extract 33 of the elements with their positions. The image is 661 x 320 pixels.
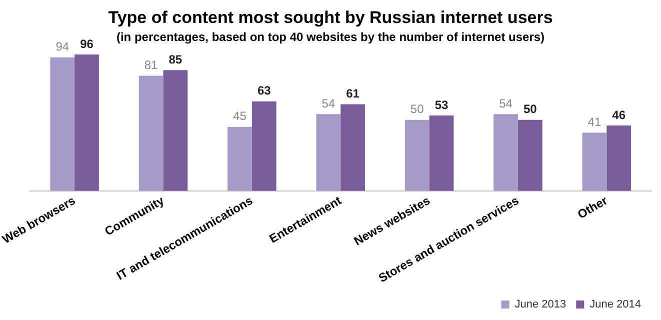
bar [138, 76, 164, 191]
data-label: 94 [56, 40, 70, 54]
bar [252, 101, 276, 191]
bar [429, 116, 454, 191]
data-label: 41 [588, 114, 602, 129]
data-label: 54 [499, 96, 513, 110]
data-label: 54 [322, 96, 336, 110]
data-label: 61 [346, 86, 360, 101]
bar [582, 132, 607, 191]
data-label: 45 [233, 109, 247, 124]
data-label: 85 [168, 52, 182, 66]
x-tick-label: Other [575, 193, 610, 222]
bar [50, 57, 75, 191]
bar [74, 54, 99, 191]
data-label: 63 [257, 84, 272, 98]
data-label: 81 [144, 58, 158, 72]
bar [518, 120, 542, 191]
bar [606, 125, 632, 191]
data-label: 50 [410, 102, 424, 116]
bar [340, 104, 365, 191]
data-label: 53 [434, 98, 448, 112]
chart-title: Type of content most sought by Russian internet users [108, 8, 553, 27]
bar [494, 114, 518, 191]
bar [163, 70, 188, 191]
bar [316, 114, 341, 191]
data-label: 46 [612, 108, 626, 122]
data-label: 96 [80, 36, 94, 51]
legend-label: June 2014 [590, 298, 642, 311]
legend-label: June 2013 [514, 298, 566, 311]
bar [228, 126, 252, 191]
chart-subtitle: (in percentages, based on top 40 websites by the number of internet users) [116, 30, 545, 44]
data-label: 50 [523, 102, 538, 116]
bar [404, 120, 430, 191]
